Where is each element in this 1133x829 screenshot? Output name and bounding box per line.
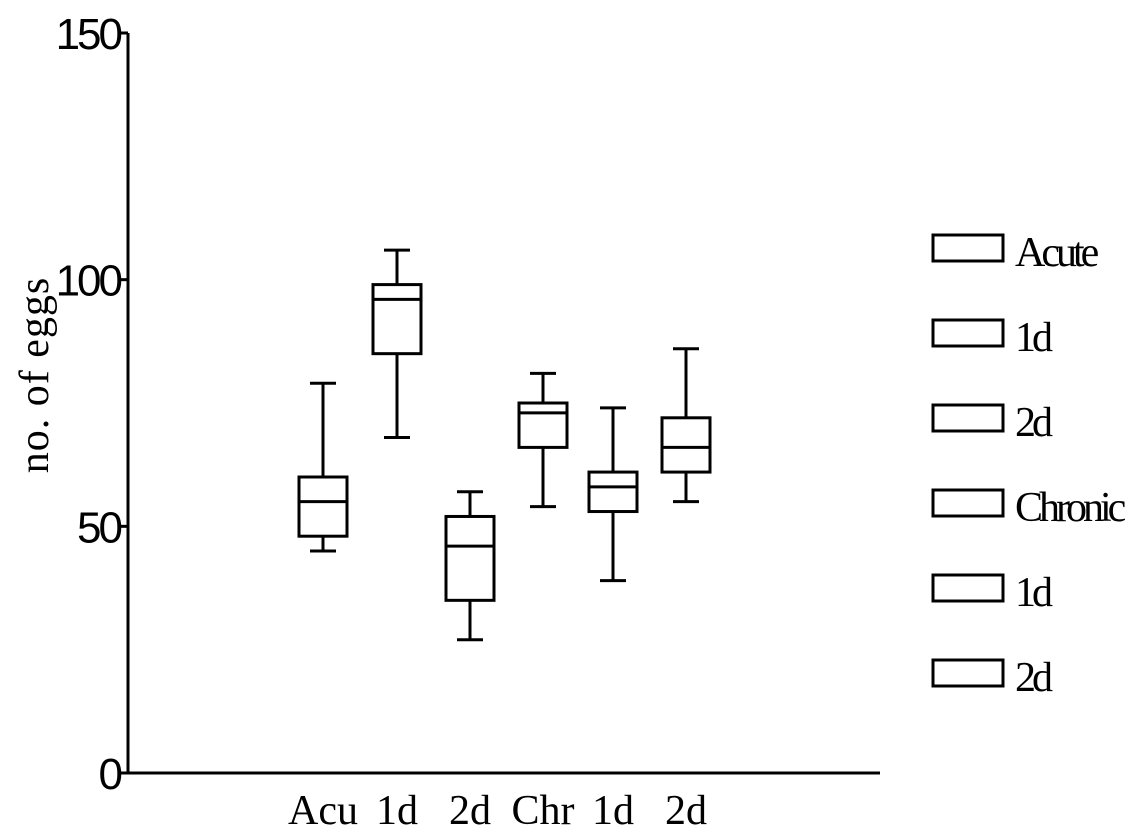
iqr-box [297,475,349,538]
y-ticks: 0 50 100 150 [56,10,128,799]
y-axis-label: no. of eggs [12,277,58,473]
y-tick-label: 50 [77,503,121,552]
legend-label: Acute [1015,230,1099,276]
legend-swatch [931,573,1005,603]
y-tick-label: 100 [56,257,122,306]
iqr-box [444,514,496,602]
legend-entry: 1d [931,315,1057,361]
y-tick-label: 0 [99,750,122,799]
legend-swatch [931,488,1005,518]
category-label: 2d [665,788,707,829]
iqr-box [587,470,639,514]
legend: Acute 1d 2d Chronic 1d 2d [931,230,1130,701]
legend-label: 1d [1015,570,1053,616]
legend-entry: 2d [931,400,1057,446]
legend-label: 2d [1015,400,1053,446]
legend-label: 2d [1015,655,1053,701]
category-label: 1d [592,788,634,829]
box-2 [371,248,423,440]
legend-entry: Acute [931,230,1103,276]
legend-entry: 1d [931,570,1057,616]
category-label: Acu [288,788,358,829]
legend-label: Chronic [1015,485,1126,531]
box-5 [587,406,639,583]
legend-entry: Chronic [931,485,1130,531]
iqr-box [371,283,423,356]
legend-swatch [931,403,1005,433]
legend-swatch [931,233,1005,263]
box-1 [297,381,349,553]
boxes [297,248,712,642]
box-4 [517,371,569,509]
legend-label: 1d [1015,315,1053,361]
iqr-box [517,401,569,449]
category-labels: Acu 1d 2d Chr 1d 2d [288,788,707,829]
category-label: 1d [376,788,418,829]
legend-swatch [931,658,1005,688]
legend-entry: 2d [931,655,1057,701]
y-tick-label: 150 [56,10,122,59]
box-6 [660,347,712,504]
box-3 [444,490,496,642]
category-label: 2d [449,788,491,829]
category-label: Chr [512,788,575,829]
legend-swatch [931,318,1005,348]
iqr-box [660,416,712,474]
